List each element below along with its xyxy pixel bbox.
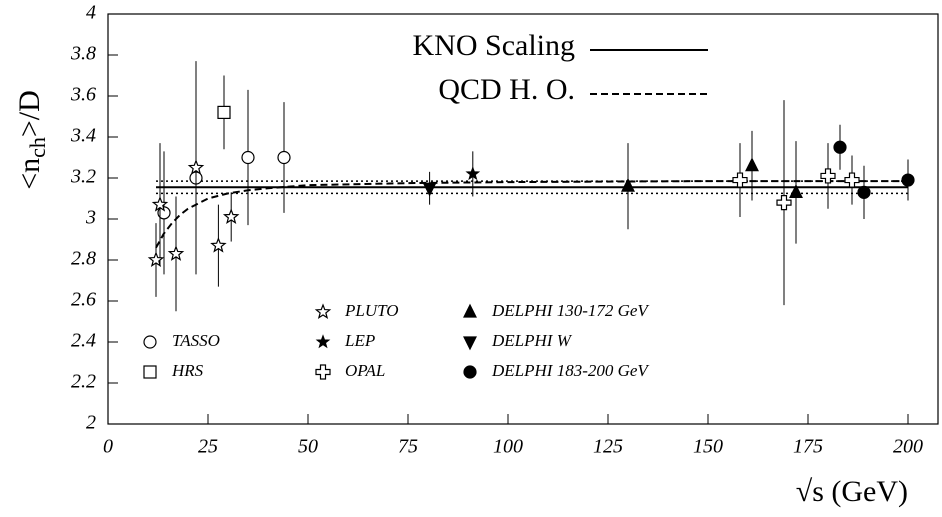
marker bbox=[745, 157, 759, 172]
x-tick-label: 200 bbox=[893, 436, 923, 458]
legend-marker bbox=[314, 303, 332, 320]
marker bbox=[147, 251, 165, 268]
x-tick-label: 75 bbox=[398, 436, 418, 458]
legend-marker bbox=[463, 365, 477, 379]
marker bbox=[151, 195, 169, 212]
y-tick-label: 3.4 bbox=[70, 125, 96, 147]
marker bbox=[217, 105, 231, 120]
y-label-rest: >/D bbox=[13, 90, 46, 137]
marker bbox=[167, 245, 185, 261]
y-axis-label: <nch>/D bbox=[13, 90, 50, 190]
marker bbox=[732, 172, 748, 188]
marker bbox=[157, 206, 171, 220]
legend-label: DELPHI 183-200 GeV bbox=[491, 361, 650, 380]
marker bbox=[844, 172, 860, 188]
y-tick-label: 2.4 bbox=[71, 330, 96, 352]
y-tick-label: 3.6 bbox=[70, 84, 96, 106]
x-tick-label: 125 bbox=[593, 436, 623, 458]
legend-label: DELPHI 130-172 GeV bbox=[491, 301, 650, 320]
y-tick-label: 3 bbox=[85, 207, 96, 229]
legend-label: LEP bbox=[344, 331, 375, 350]
x-tick-label: 50 bbox=[298, 436, 318, 458]
marker bbox=[277, 150, 291, 165]
x-tick-label: 25 bbox=[198, 436, 218, 458]
theory-line bbox=[155, 180, 908, 249]
y-tick-label: 4 bbox=[86, 2, 96, 24]
marker bbox=[820, 168, 836, 184]
y-label-main: <n bbox=[13, 158, 46, 190]
marker bbox=[465, 166, 481, 181]
legend-label: DELPHI W bbox=[491, 331, 573, 350]
x-axis-label: √s (GeV) bbox=[796, 475, 908, 508]
marker bbox=[621, 177, 635, 192]
marker bbox=[241, 150, 255, 165]
marker bbox=[901, 173, 915, 187]
legend-marker bbox=[315, 334, 331, 349]
marker bbox=[187, 159, 205, 175]
legend-label: TASSO bbox=[172, 331, 220, 350]
legend-marker bbox=[463, 303, 477, 318]
y-tick-label: 2 bbox=[86, 412, 96, 434]
y-tick-label: 2.2 bbox=[71, 371, 96, 393]
x-tick-label: 0 bbox=[103, 436, 113, 458]
x-tick-label: 100 bbox=[493, 436, 523, 458]
y-tick-label: 3.2 bbox=[70, 166, 96, 188]
y-tick-label: 3.8 bbox=[70, 43, 96, 65]
marker bbox=[422, 182, 437, 197]
marker bbox=[833, 140, 847, 154]
x-tick-label: 175 bbox=[793, 436, 823, 458]
legend-marker bbox=[463, 336, 477, 351]
y-tick-label: 2.8 bbox=[71, 248, 96, 270]
legend-label: PLUTO bbox=[344, 301, 399, 320]
marker bbox=[789, 184, 803, 198]
legend-label: OPAL bbox=[345, 361, 385, 380]
legend-label: HRS bbox=[171, 361, 204, 380]
marker bbox=[776, 195, 792, 211]
legend-label: KNO Scaling bbox=[413, 29, 575, 62]
marker bbox=[857, 185, 871, 199]
marker bbox=[210, 236, 227, 253]
marker bbox=[222, 208, 240, 224]
y-label-sub: ch bbox=[25, 137, 50, 158]
legend-marker bbox=[143, 365, 157, 379]
y-tick-label: 2.6 bbox=[71, 289, 96, 311]
x-tick-label: 150 bbox=[693, 436, 723, 458]
legend-label: QCD H. O. bbox=[438, 73, 575, 106]
legend-marker bbox=[143, 335, 157, 349]
legend-marker bbox=[315, 364, 331, 380]
